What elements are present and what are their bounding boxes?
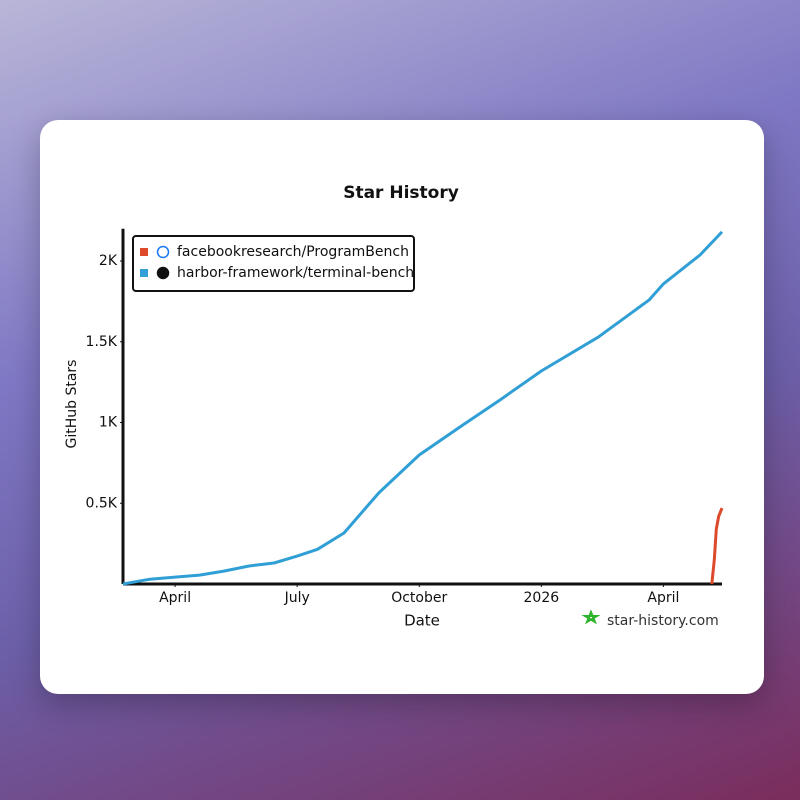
legend-label: harbor-framework/terminal-bench (177, 265, 414, 281)
x-tick-label: 2026 (524, 590, 560, 606)
y-axis-label: GitHub Stars (64, 360, 80, 449)
legend-box (132, 235, 415, 292)
legend-icon (156, 266, 170, 280)
legend-label: facebookresearch/ProgramBench (177, 244, 409, 260)
x-tick-label: April (159, 590, 191, 606)
series-line (710, 507, 724, 585)
x-tick-label: April (647, 590, 679, 606)
y-tick-label: 1K (99, 415, 118, 431)
x-axis-label: Date (404, 612, 440, 630)
series-line (122, 230, 724, 586)
legend-swatch (140, 248, 148, 256)
y-tick-label: 2K (99, 253, 118, 269)
y-tick-label: 1.5K (86, 334, 118, 350)
watermark: star-history.com (607, 613, 719, 629)
card (40, 120, 764, 694)
y-tick-label: 0.5K (86, 495, 118, 511)
chart-title: Star History (343, 183, 459, 203)
x-tick-label: October (391, 590, 447, 606)
legend-swatch (140, 269, 148, 277)
legend-icon (156, 245, 170, 259)
x-tick-label: July (284, 590, 310, 606)
watermark-icon (581, 609, 601, 625)
